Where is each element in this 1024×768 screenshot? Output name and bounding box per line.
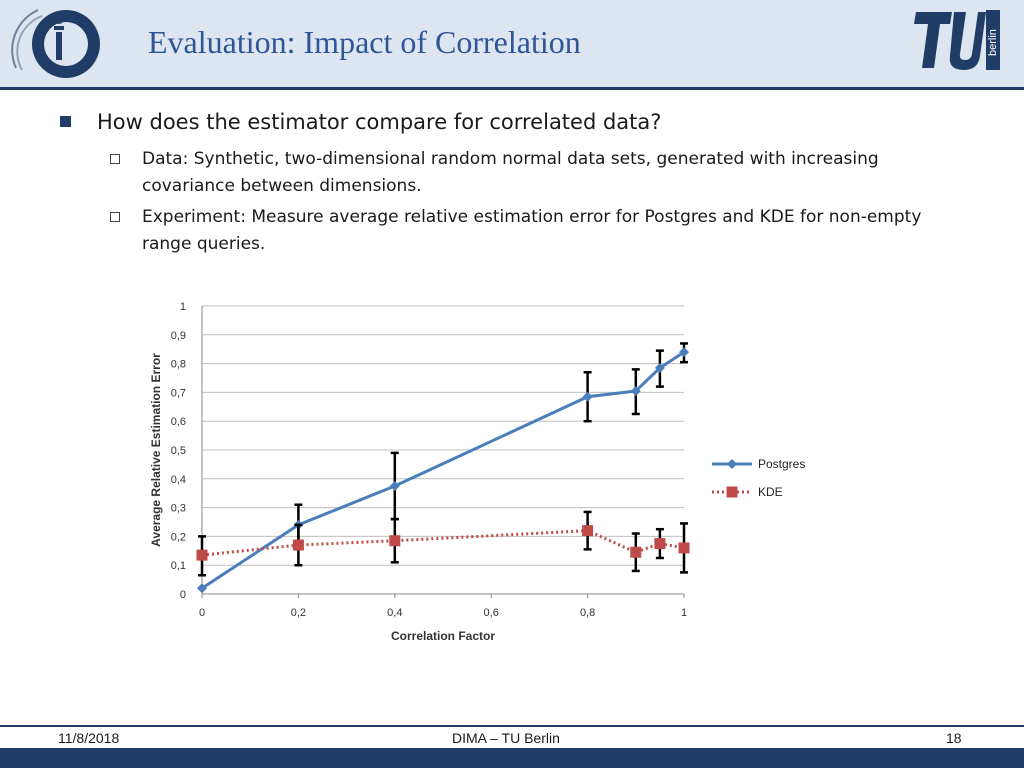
page-title: Evaluation: Impact of Correlation xyxy=(148,24,581,60)
data-point xyxy=(630,546,642,558)
data-point xyxy=(582,391,593,402)
hollow-square-bullet-icon xyxy=(110,154,120,164)
y-tick-label: 0 xyxy=(180,589,186,601)
y-axis-title: Average Relative Estimation Error xyxy=(149,353,163,547)
tu-logo-text: berlin xyxy=(987,29,999,56)
sub-bullet-text: Experiment: Measure average relative est… xyxy=(142,207,922,254)
data-point xyxy=(630,385,641,396)
x-tick-label: 1 xyxy=(681,607,687,619)
series-line xyxy=(201,529,685,557)
y-tick-label: 0,2 xyxy=(171,531,186,543)
footer-bar xyxy=(0,748,1024,768)
square-bullet-icon xyxy=(60,116,71,127)
data-point xyxy=(196,549,208,561)
data-point xyxy=(292,539,304,551)
x-tick-label: 0,6 xyxy=(484,607,499,619)
y-tick-label: 0,7 xyxy=(171,387,186,399)
y-tick-label: 0,6 xyxy=(171,416,186,428)
slide-header xyxy=(0,0,1024,88)
data-point xyxy=(389,535,401,547)
footer-center-text: DIMA – TU Berlin xyxy=(452,730,560,746)
series-line xyxy=(201,350,685,590)
legend-marker xyxy=(727,459,737,469)
series-kde: KDE xyxy=(196,485,783,577)
sub-bullet-text: Data: Synthetic, two-dimensional random … xyxy=(142,149,879,196)
y-tick-label: 0,8 xyxy=(171,359,186,371)
y-tick-label: 0,1 xyxy=(171,560,186,572)
x-tick-label: 0 xyxy=(199,607,205,619)
data-point xyxy=(654,538,666,550)
correlation-chart: 0 0,1 0,2 0,3 0,4 0,5 0,6 0,7 0,8 0,9 1 0 0,2 0,4 0,6 0… xyxy=(149,301,805,643)
data-point xyxy=(678,542,690,554)
x-tick-label: 0,8 xyxy=(580,607,595,619)
legend-marker xyxy=(726,486,738,498)
data-point xyxy=(654,362,665,373)
y-tick-label: 0,3 xyxy=(171,503,186,515)
legend-label: KDE xyxy=(758,485,783,499)
series-postgres: Postgres xyxy=(197,342,805,594)
main-bullet-text: How does the estimator compare for corre… xyxy=(97,110,662,134)
hollow-square-bullet-icon xyxy=(110,212,120,222)
data-point xyxy=(389,481,400,491)
legend-label: Postgres xyxy=(758,457,805,471)
x-tick-label: 0,2 xyxy=(291,607,306,619)
footer-date: 11/8/2018 xyxy=(58,730,120,746)
y-tick-label: 0,9 xyxy=(171,330,186,342)
dima-logo xyxy=(11,9,100,78)
data-point xyxy=(679,347,689,358)
tu-berlin-logo: berlin xyxy=(914,10,1000,70)
y-tick-label: 0,5 xyxy=(171,445,186,457)
header-divider xyxy=(0,87,1024,90)
x-axis-title: Correlation Factor xyxy=(391,629,495,643)
page-number: 18 xyxy=(946,730,962,746)
y-tick-label: 0,4 xyxy=(171,474,186,486)
y-tick-label: 1 xyxy=(180,301,186,313)
data-point xyxy=(582,525,594,537)
footer-divider xyxy=(0,725,1024,727)
data-point xyxy=(197,583,207,594)
x-tick-label: 0,4 xyxy=(387,607,402,619)
